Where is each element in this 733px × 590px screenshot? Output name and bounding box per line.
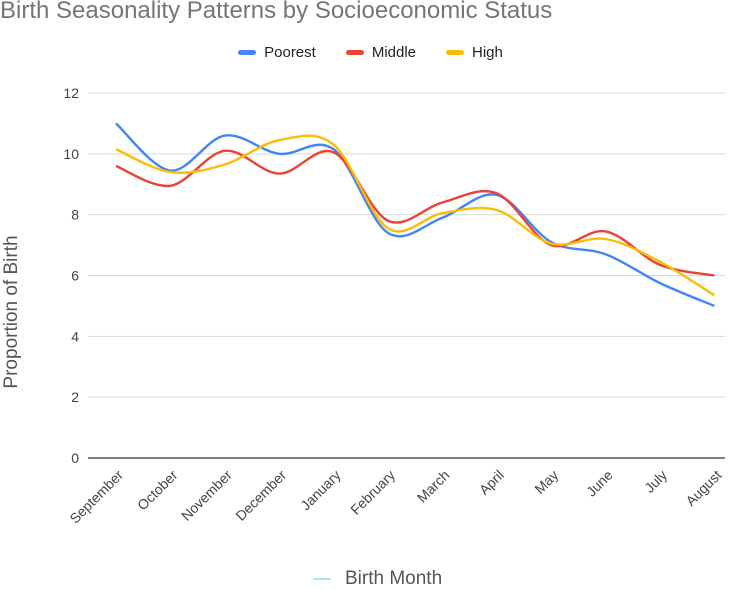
y-tick-label-12: 12 bbox=[63, 85, 79, 101]
chart-title: Birth Seasonality Patterns by Socioecono… bbox=[0, 0, 553, 24]
y-axis-ticks: 0 2 4 6 8 10 12 bbox=[63, 85, 79, 466]
x-axis-title: Birth Month bbox=[345, 568, 443, 589]
data-point-middle-december[interactable] bbox=[276, 171, 282, 177]
legend-item-poorest[interactable]: Poorest bbox=[230, 44, 316, 61]
x-axis-title-group: Birth Month bbox=[313, 568, 493, 590]
data-point-high-april[interactable] bbox=[494, 207, 500, 213]
data-point-high-september[interactable] bbox=[113, 146, 119, 152]
data-point-high-august[interactable] bbox=[711, 292, 717, 298]
x-tick-label-april: April bbox=[476, 467, 507, 498]
data-point-middle-february[interactable] bbox=[385, 218, 391, 224]
legend: Poorest Middle High bbox=[0, 44, 733, 61]
x-tick-label-may: May bbox=[531, 467, 561, 497]
x-tick-label-november: November bbox=[178, 467, 235, 524]
series-line-poorest[interactable] bbox=[115, 122, 715, 308]
gridlines bbox=[88, 92, 725, 459]
legend-swatch-middle bbox=[345, 50, 364, 55]
data-point-poorest-december[interactable] bbox=[276, 151, 282, 157]
y-tick-label-0: 0 bbox=[71, 450, 79, 466]
data-point-middle-september[interactable] bbox=[113, 163, 119, 169]
data-point-high-march[interactable] bbox=[439, 210, 445, 216]
x-tick-label-october: October bbox=[134, 467, 181, 514]
data-point-high-february[interactable] bbox=[385, 225, 391, 231]
legend-label-middle: Middle bbox=[371, 44, 417, 61]
legend-swatch-high bbox=[446, 50, 465, 55]
data-point-poorest-november[interactable] bbox=[222, 133, 228, 139]
legend-item-high[interactable]: High bbox=[438, 44, 503, 61]
x-tick-label-january: January bbox=[297, 467, 344, 514]
legend-item-middle[interactable]: Middle bbox=[338, 44, 416, 61]
x-tick-label-march: March bbox=[414, 467, 453, 506]
data-point-poorest-august[interactable] bbox=[711, 303, 717, 309]
x-tick-label-december: December bbox=[232, 467, 289, 524]
data-point-high-may[interactable] bbox=[548, 241, 554, 247]
data-point-poorest-september[interactable] bbox=[113, 120, 119, 126]
data-point-poorest-june[interactable] bbox=[603, 251, 609, 257]
data-point-high-october[interactable] bbox=[167, 169, 173, 175]
data-point-high-december[interactable] bbox=[276, 137, 282, 143]
x-axis-title-mark bbox=[313, 578, 331, 580]
data-point-middle-august[interactable] bbox=[711, 273, 717, 279]
legend-label-poorest: Poorest bbox=[264, 44, 316, 61]
data-point-high-june[interactable] bbox=[603, 236, 609, 242]
x-tick-label-february: February bbox=[347, 467, 398, 518]
legend-label-high: High bbox=[472, 44, 503, 61]
series-line-high[interactable] bbox=[115, 134, 716, 297]
data-point-middle-january[interactable] bbox=[331, 149, 337, 155]
x-tick-label-september: September bbox=[66, 467, 126, 527]
x-tick-label-august: August bbox=[682, 467, 724, 509]
y-tick-label-10: 10 bbox=[63, 146, 79, 162]
y-axis-title: Proportion of Birth bbox=[1, 235, 22, 388]
data-point-high-january[interactable] bbox=[331, 142, 337, 148]
y-tick-label-6: 6 bbox=[71, 268, 79, 284]
y-tick-label-8: 8 bbox=[71, 207, 79, 223]
x-tick-label-june: June bbox=[583, 467, 616, 500]
data-point-high-july[interactable] bbox=[657, 259, 663, 265]
data-point-middle-june[interactable] bbox=[603, 228, 609, 234]
data-point-middle-november[interactable] bbox=[222, 148, 228, 154]
data-point-high-november[interactable] bbox=[222, 161, 228, 167]
y-tick-label-2: 2 bbox=[71, 389, 79, 405]
data-point-middle-march[interactable] bbox=[439, 200, 445, 206]
series-lines bbox=[113, 120, 717, 309]
y-tick-label-4: 4 bbox=[71, 328, 79, 344]
legend-swatch-poorest bbox=[238, 50, 257, 55]
data-point-poorest-july[interactable] bbox=[657, 280, 663, 286]
x-tick-label-july: July bbox=[641, 467, 670, 496]
data-point-middle-october[interactable] bbox=[167, 183, 173, 189]
data-point-middle-april[interactable] bbox=[494, 190, 500, 196]
series-line-middle[interactable] bbox=[115, 149, 715, 277]
